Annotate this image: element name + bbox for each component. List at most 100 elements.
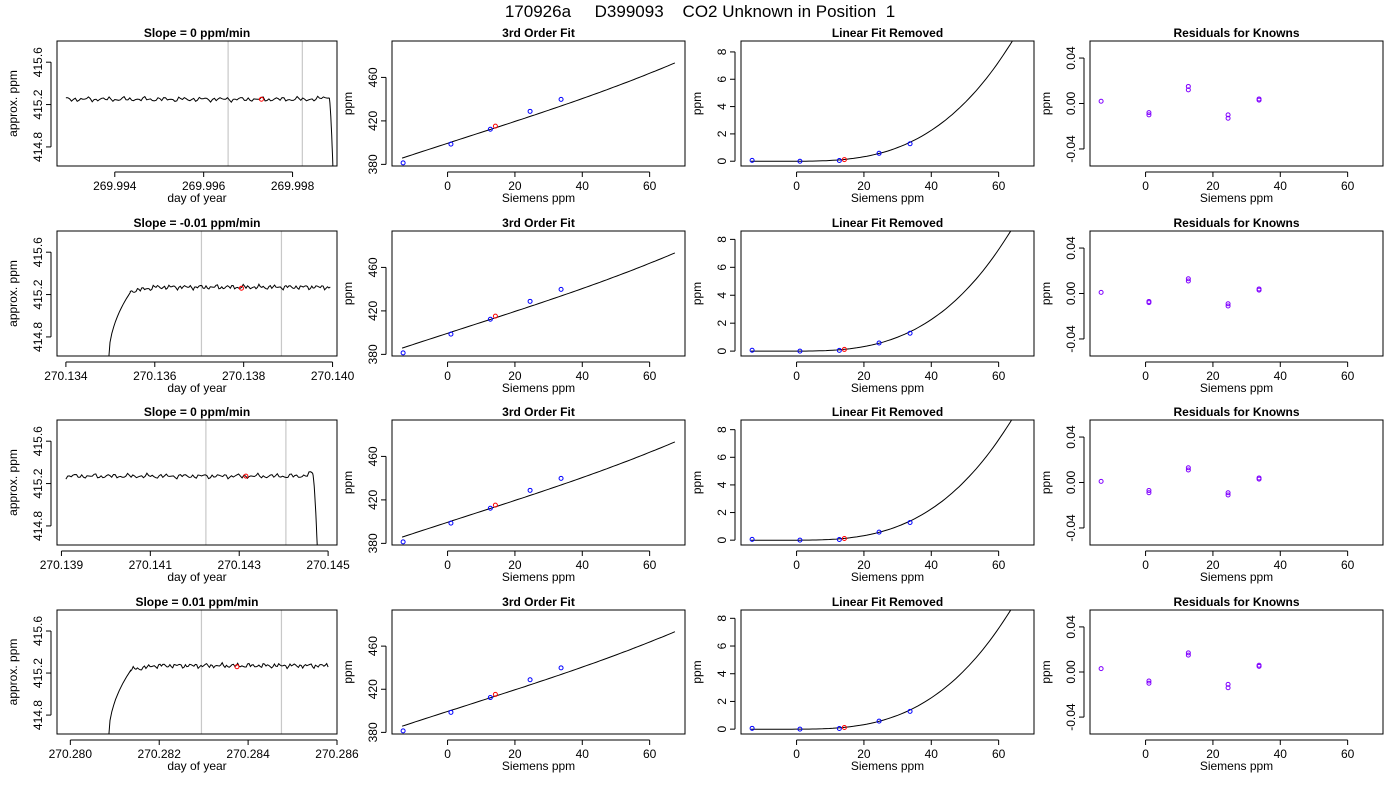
x-tick-label: 60 bbox=[643, 179, 657, 193]
known-standard-point bbox=[797, 158, 803, 164]
panel-r1c4: Residuals for Knowns Siemens ppm ppm 0 20 40 6… bbox=[1039, 26, 1384, 205]
y-tick-label: 2 bbox=[715, 130, 729, 137]
known-standard-point bbox=[400, 728, 406, 734]
known-standard-point bbox=[400, 539, 406, 545]
x-tick-label: 20 bbox=[857, 747, 871, 761]
window-mean-point bbox=[258, 96, 264, 102]
residual-point bbox=[1225, 490, 1231, 496]
y-tick-label: 0.04 bbox=[1064, 615, 1078, 639]
y-tick-label: 420 bbox=[366, 490, 380, 510]
y-tick-label: 415.6 bbox=[31, 426, 45, 456]
x-tick-label: 269.994 bbox=[93, 179, 137, 193]
plot-area bbox=[400, 252, 676, 356]
unknown-sample-point bbox=[492, 123, 498, 129]
residual-point bbox=[1098, 478, 1104, 484]
known-standard-point bbox=[907, 519, 913, 525]
unknown-sample-point bbox=[841, 157, 847, 163]
panel-r1c3: Linear Fit Removed Siemens ppm ppm 0 20 40 60 0… bbox=[690, 26, 1035, 205]
panel-title: Residuals for Knowns bbox=[1173, 26, 1299, 40]
x-tick-label: 20 bbox=[857, 179, 871, 193]
x-tick-label: 270.145 bbox=[306, 558, 350, 572]
x-tick-label: 60 bbox=[643, 369, 657, 383]
y-tick-label: -0.04 bbox=[1064, 325, 1078, 353]
x-tick-label: 20 bbox=[1206, 369, 1220, 383]
known-standard-point bbox=[907, 141, 913, 147]
y-tick-label: 2 bbox=[715, 320, 729, 327]
fit-curve bbox=[751, 231, 1012, 352]
window-mean-point bbox=[234, 664, 240, 670]
residual-point bbox=[1146, 300, 1152, 306]
known-standard-point bbox=[876, 529, 882, 535]
y-tick-label: 415.6 bbox=[31, 47, 45, 77]
plot-area bbox=[1098, 650, 1262, 691]
y-tick-label: 0 bbox=[715, 158, 729, 165]
residual-point bbox=[1185, 465, 1191, 471]
plot-area bbox=[400, 62, 676, 166]
y-tick-label: 4 bbox=[715, 292, 729, 299]
panel-title: Residuals for Knowns bbox=[1173, 405, 1299, 419]
analyzer-trace bbox=[108, 283, 331, 356]
known-standard-point bbox=[836, 347, 842, 353]
unknown-sample-point bbox=[841, 724, 847, 730]
y-tick-label: 415.2 bbox=[31, 89, 45, 119]
y-tick-label: -0.04 bbox=[1064, 703, 1078, 731]
panel-title: Slope = 0.01 ppm/min bbox=[135, 595, 258, 609]
panel-r2c1: Slope = -0.01 ppm/min day of year approx. … bbox=[6, 216, 355, 395]
panel-title: 3rd Order Fit bbox=[502, 216, 575, 230]
y-axis-label: ppm bbox=[690, 471, 704, 494]
known-standard-point bbox=[400, 160, 406, 166]
known-standard-point bbox=[749, 536, 755, 542]
y-tick-label: 6 bbox=[715, 642, 729, 649]
panel-r4c4: Residuals for Knowns Siemens ppm ppm 0 20 40 6… bbox=[1039, 595, 1384, 773]
residual-point bbox=[1146, 490, 1152, 496]
x-axis-label: Siemens ppm bbox=[502, 191, 575, 205]
y-tick-label: 8 bbox=[715, 426, 729, 433]
residual-point bbox=[1146, 487, 1152, 493]
y-tick-label: 460 bbox=[366, 257, 380, 277]
y-axis-label: approx. ppm bbox=[6, 70, 20, 137]
unknown-sample-point bbox=[492, 313, 498, 319]
x-tick-label: 20 bbox=[1206, 179, 1220, 193]
known-standard-point bbox=[836, 158, 842, 164]
y-axis-label: ppm bbox=[1039, 92, 1053, 115]
x-tick-label: 40 bbox=[925, 747, 939, 761]
fit-curve bbox=[751, 41, 1013, 162]
x-axis-label: day of year bbox=[167, 570, 226, 584]
panel-r4c2: 3rd Order Fit Siemens ppm ppm 0 20 40 60 380 420… bbox=[341, 595, 686, 773]
y-tick-label: 380 bbox=[366, 344, 380, 364]
y-tick-label: 0.00 bbox=[1064, 470, 1078, 494]
y-tick-label: 380 bbox=[366, 154, 380, 174]
known-standard-point bbox=[487, 316, 493, 322]
plot-area bbox=[749, 231, 1012, 354]
y-axis-label: ppm bbox=[1039, 282, 1053, 305]
y-tick-label: -0.04 bbox=[1064, 135, 1078, 163]
y-axis-label: ppm bbox=[690, 92, 704, 115]
residual-point bbox=[1098, 98, 1104, 104]
known-standard-point bbox=[749, 157, 755, 163]
x-tick-label: 269.996 bbox=[182, 179, 226, 193]
x-tick-label: 0 bbox=[793, 558, 800, 572]
known-standard-point bbox=[448, 331, 454, 337]
y-tick-label: 8 bbox=[715, 48, 729, 55]
y-tick-label: 6 bbox=[715, 76, 729, 83]
x-tick-label: 60 bbox=[1341, 558, 1355, 572]
x-tick-label: 0 bbox=[793, 369, 800, 383]
plot-frame bbox=[740, 40, 1035, 167]
plot-area bbox=[749, 420, 1013, 543]
panel-r3c1: Slope = 0 ppm/min day of year approx. ppm 2… bbox=[6, 405, 350, 584]
y-tick-label: 415.2 bbox=[31, 468, 45, 498]
panel-r2c4: Residuals for Knowns Siemens ppm ppm 0 20 40 6… bbox=[1039, 216, 1384, 395]
y-tick-label: 0.04 bbox=[1064, 425, 1078, 449]
x-tick-label: 270.284 bbox=[226, 747, 270, 761]
y-tick-label: 415.2 bbox=[31, 279, 45, 309]
panel-title: Slope = 0 ppm/min bbox=[144, 26, 250, 40]
x-tick-label: 40 bbox=[1274, 369, 1288, 383]
known-standard-point bbox=[876, 150, 882, 156]
y-tick-label: 0.04 bbox=[1064, 46, 1078, 70]
known-standard-point bbox=[558, 665, 564, 671]
x-axis-label: day of year bbox=[167, 191, 226, 205]
unknown-sample-point bbox=[841, 346, 847, 352]
plot-frame bbox=[391, 419, 686, 546]
residual-point bbox=[1225, 112, 1231, 118]
fit-curve bbox=[751, 420, 1013, 541]
